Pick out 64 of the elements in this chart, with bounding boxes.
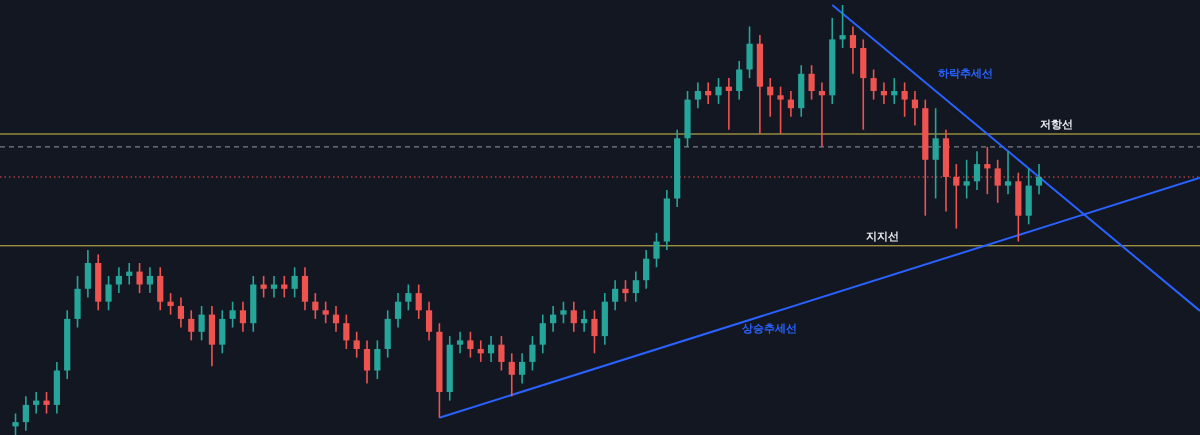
candlestick: [973, 150, 981, 191]
candlestick: [322, 300, 329, 324]
candlestick: [849, 25, 857, 75]
candlestick: [146, 266, 154, 294]
candlestick: [643, 249, 650, 290]
series-label: 상승추세선: [741, 321, 797, 335]
candlestick: [291, 266, 298, 299]
candlestick: [870, 68, 877, 101]
candlestick: [1035, 163, 1043, 195]
candlestick: [736, 60, 743, 101]
candlestick: [394, 292, 402, 329]
candlestick: [612, 279, 619, 312]
candlestick: [498, 335, 505, 372]
candlestick: [105, 275, 112, 312]
candlestick: [839, 4, 846, 49]
candlestick: [167, 292, 174, 316]
candlestick: [767, 77, 774, 118]
candlestick: [508, 352, 515, 398]
candlestick: [374, 339, 381, 380]
candlestick: [622, 279, 629, 303]
candlestick: [1004, 150, 1012, 195]
candlestick: [198, 305, 205, 342]
candlestick: [808, 64, 815, 101]
candlestick: [136, 262, 143, 294]
candlestick: [405, 283, 412, 312]
candlestick: [591, 309, 598, 355]
candlestick: [911, 90, 919, 127]
candlestick: [332, 305, 340, 333]
ref-line-label: 지지선: [864, 229, 899, 243]
candlestick: [425, 300, 433, 342]
candlestick: [115, 266, 122, 294]
candlestick: [239, 300, 247, 333]
candlestick: [312, 292, 319, 320]
ref-line-label: 저항선: [1039, 118, 1073, 131]
candlestick: [777, 85, 784, 135]
candlestick: [787, 90, 794, 118]
candlestick: [550, 305, 557, 333]
candlestick: [529, 335, 536, 372]
candlestick: [901, 81, 908, 118]
candlestick: [353, 331, 360, 359]
candlestick: [229, 300, 236, 329]
candlestick: [22, 395, 29, 432]
candlestick: [570, 300, 577, 333]
candlestick: [539, 313, 546, 355]
candlestick: [467, 331, 474, 359]
candlestick: [994, 159, 1001, 204]
candlestick: [12, 412, 19, 435]
candlestick: [456, 331, 464, 355]
candlestick: [963, 159, 970, 200]
candlestick: [363, 339, 371, 385]
candlestick: [415, 283, 422, 320]
candlestick: [653, 232, 660, 269]
candlestick: [632, 270, 639, 303]
candlestick: [560, 300, 567, 324]
candlestick: [487, 335, 495, 363]
candlestick: [177, 296, 185, 329]
candlestick: [519, 352, 526, 385]
series-label: 하락추세선: [938, 67, 994, 80]
candlestick: [715, 77, 722, 105]
candlestick: [343, 313, 350, 350]
candlestick: [43, 391, 50, 415]
candlestick: [188, 309, 195, 342]
candlestick: [694, 81, 701, 109]
candlestick: [932, 107, 939, 200]
